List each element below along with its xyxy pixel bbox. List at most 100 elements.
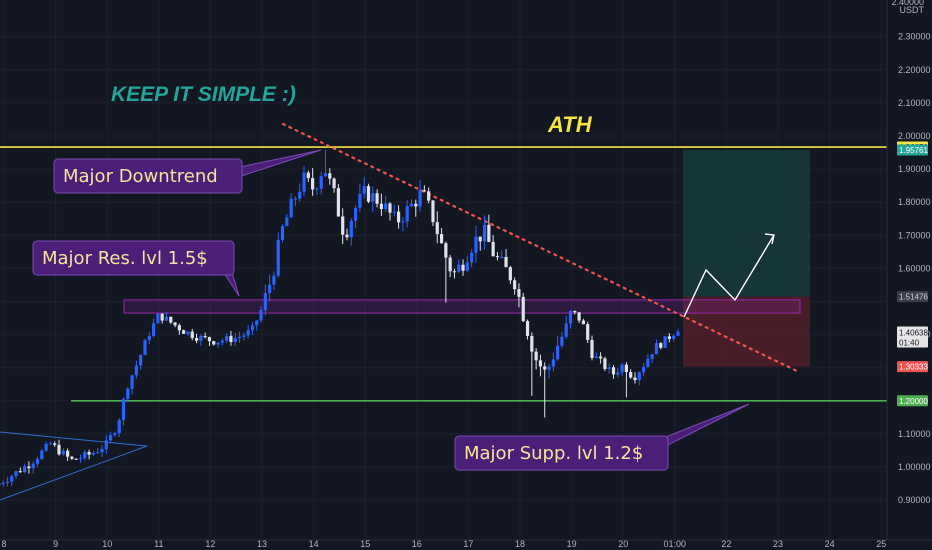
time-tick-label: 22 [721,539,731,549]
candle-up [319,176,323,189]
price-tick-label: 1.60000 [898,263,931,273]
candle-up [100,449,104,453]
candle-up [31,463,35,469]
candle-up [272,275,276,285]
candle-up [568,310,573,324]
candle-down [160,313,164,321]
triangle-upper-line [0,431,148,447]
candle-down [633,377,637,381]
candle-down [444,243,448,258]
candle-up [186,331,190,334]
chart-zones [123,150,810,367]
time-tick-label: 16 [412,539,422,549]
candle-down [435,222,439,235]
stop-price-tag-bg [897,361,928,373]
candle-down [422,190,426,192]
time-tick-label: 11 [154,539,163,549]
candle-up [418,190,422,207]
candle-up [108,435,113,441]
candle-down [388,203,392,213]
time-axis[interactable]: 8 9 10 11 12 13 14 15 16 17 18 19 20 01:00 22 23 24 25 [0,539,932,549]
candle-down [448,257,452,272]
candle-up [371,193,375,202]
candle-up [151,323,156,337]
candle-up [276,239,280,276]
entry-price-tag-text: 1.51476 [899,293,928,302]
time-tick-label: 25 [876,539,886,549]
candle-up [199,335,203,341]
price-tick-label: 1.10000 [898,429,931,439]
candle-up [225,335,229,341]
candle-up [302,172,306,192]
price-tick-label: 2.30000 [898,32,931,42]
candle-down [379,203,383,210]
candle-up [216,342,220,345]
candle-up [220,340,224,343]
downtrend-line [281,122,799,373]
candle-up [96,452,100,454]
projection-arrowhead [764,233,775,245]
candle-down [169,316,173,323]
candle-up [594,356,598,358]
candle-up [551,359,555,367]
candle-down [534,351,538,361]
candle-down [70,456,74,459]
candle-down [538,360,543,367]
candle-down [530,335,534,352]
candle-up [616,372,620,375]
price-tick-label: 0.90000 [898,495,931,505]
time-tick-label: 17 [463,539,473,549]
callout-downtrend: Major Downtrend [53,149,322,194]
candle-up [35,458,40,464]
candle-down [517,289,521,297]
candle-up [392,211,396,213]
candle-down [414,203,418,207]
candle-down [521,296,525,322]
candle-down [504,256,508,268]
candle-down [190,331,194,338]
candle-up [130,375,134,389]
candle-up [242,335,246,337]
candle-up [607,367,611,370]
candle-down [659,343,663,348]
candle-up [280,226,285,240]
candle-up [650,354,654,359]
price-tick-label: 2.10000 [898,98,931,108]
time-tick-label: 23 [773,539,783,549]
candle-up [560,336,564,346]
candle-up [113,433,117,436]
resistance-zone [123,299,801,314]
candle-down [74,458,78,460]
candle-down [306,172,310,179]
time-tick-label: 14 [309,539,319,549]
candle-up [61,450,65,455]
candle-down [207,337,212,342]
candle-down [229,335,233,343]
triangle-lower-line [0,445,148,501]
candle-down [177,325,181,331]
quote-unit-label: USDT [900,5,925,15]
candle-down [603,358,607,370]
candle-down [439,234,444,244]
candle-down [478,236,482,242]
candle-down [629,372,633,378]
candle-up [143,340,147,355]
candle-up [470,252,474,263]
stop-price-tag-text: 1.30333 [899,363,928,372]
candle-up [237,336,242,339]
time-tick-label: 9 [53,539,58,549]
candle-down [577,312,581,321]
candle-down [332,178,336,189]
candle-up [315,188,319,190]
candle-up [457,264,461,272]
time-tick-label: 8 [1,539,6,549]
callout-downtrend-text: Major Downtrend [63,166,218,187]
candle-down [543,366,547,370]
candle-down [66,450,70,457]
price-tick-label: 2.20000 [898,65,931,75]
candle-up [104,440,108,450]
candle-down [311,178,315,190]
candle-up [409,203,414,207]
